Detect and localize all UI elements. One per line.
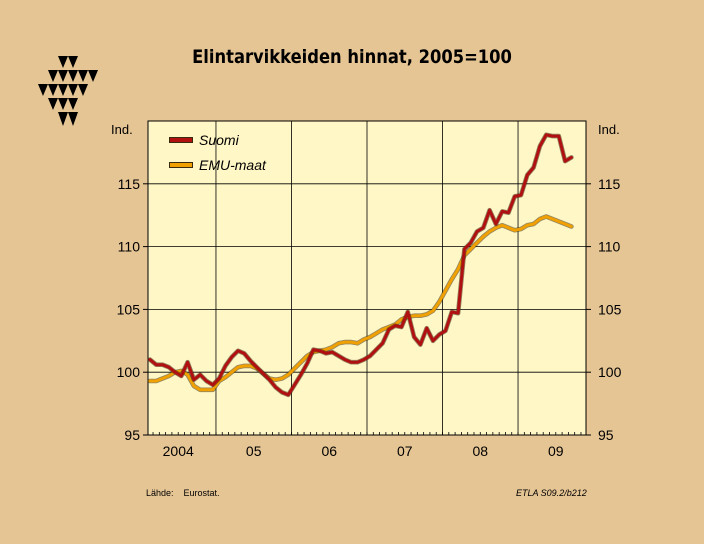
series-group: [147, 132, 574, 398]
chart-code: ETLA S09.2/b212: [516, 488, 587, 498]
legend-label: EMU-maat: [199, 157, 267, 173]
y-tick-label-right: 105: [598, 301, 622, 317]
y-tick-label-left: 105: [117, 301, 141, 317]
y-axis: 95 95 100 100 105 105 110 110 115 115: [117, 176, 622, 443]
x-tick-label: 08: [472, 443, 488, 459]
source-value: Eurostat.: [183, 488, 220, 498]
y-tick-label-left: 95: [124, 427, 140, 443]
y-tick-label-right: 100: [598, 364, 622, 380]
legend-label: Suomi: [199, 132, 240, 148]
y-axis-label-right: Ind.: [598, 122, 620, 137]
source-label: Lähde:: [146, 488, 174, 498]
x-tick-label: 06: [321, 443, 337, 459]
etla-logo-icon: [38, 56, 98, 126]
chart-title: Elintarvikkeiden hinnat, 2005=100: [192, 46, 512, 68]
y-tick-label-right: 95: [598, 427, 614, 443]
source-note: Lähde: Eurostat.: [146, 488, 220, 498]
legend: Suomi EMU-maat: [169, 132, 267, 173]
x-axis: 2004 05 06 07 08 09: [152, 432, 582, 459]
x-tick-label: 2004: [163, 443, 194, 459]
y-tick-label-left: 115: [118, 176, 141, 192]
y-axis-label-left: Ind.: [111, 122, 133, 137]
x-tick-label: 09: [548, 443, 564, 459]
y-tick-label-right: 115: [598, 176, 621, 192]
y-tick-label-left: 110: [118, 239, 141, 255]
x-tick-label: 07: [397, 443, 413, 459]
x-tick-label: 05: [246, 443, 262, 459]
y-tick-label-left: 100: [117, 364, 141, 380]
series-line-Suomi: [148, 133, 573, 397]
y-tick-label-right: 110: [598, 239, 621, 255]
